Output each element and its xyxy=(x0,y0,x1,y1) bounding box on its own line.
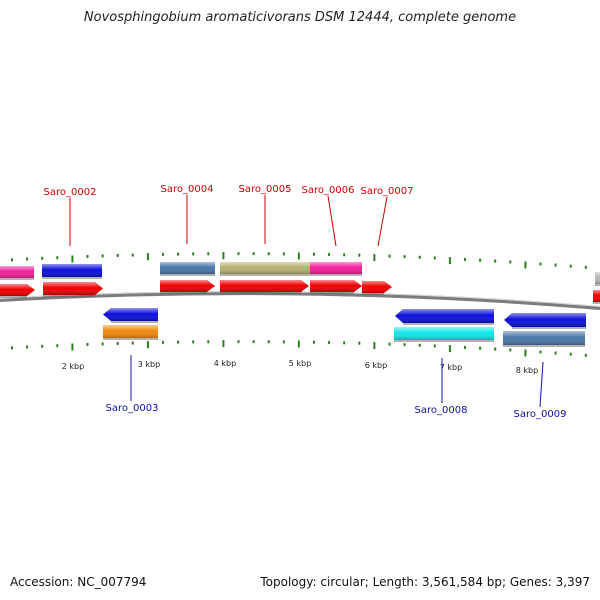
gene-arrow-shading xyxy=(362,281,392,293)
gene-arrow-shading xyxy=(395,309,494,323)
scale-label: 8 kbp xyxy=(516,366,538,375)
genome-title: Novosphingobium aromaticivorans DSM 1244… xyxy=(83,10,517,25)
scale-label: 5 kbp xyxy=(289,359,311,368)
accession-text: Accession: NC_007794 xyxy=(10,575,147,589)
gene-arrow-shading xyxy=(504,313,586,327)
feature-block-shading xyxy=(503,331,585,345)
scale-labels: 2 kbp 3 kbp 4 kbp 5 kbp 6 kbp 7 kbp 8 kb… xyxy=(62,359,538,375)
tick-row-bottom xyxy=(11,340,587,357)
feature-block-shading xyxy=(310,262,362,274)
gene-label-saro-0009[interactable]: Saro_0009 xyxy=(514,409,567,420)
gene-arrow-shading xyxy=(103,308,158,321)
feature-track xyxy=(0,262,600,347)
feature-block-shading xyxy=(42,264,102,277)
feature-block-shading xyxy=(220,262,310,274)
gene-label-saro-0002[interactable]: Saro_0002 xyxy=(44,187,97,198)
feature-block-shading xyxy=(160,262,215,274)
gene-label-saro-0005[interactable]: Saro_0005 xyxy=(239,184,292,195)
gene-label-saro-0004[interactable]: Saro_0004 xyxy=(161,184,214,195)
tick-row-top xyxy=(11,252,587,269)
feature-block-shading xyxy=(595,272,600,284)
gene-arrow-shading xyxy=(160,280,215,292)
scale-label: 2 kbp xyxy=(62,362,84,371)
gene-labels-bottom: Saro_0003 Saro_0008 Saro_0009 xyxy=(106,355,567,420)
label-leader xyxy=(539,361,544,408)
label-leader xyxy=(377,196,388,247)
scale-label: 7 kbp xyxy=(440,363,462,372)
gene-label-saro-0007[interactable]: Saro_0007 xyxy=(361,186,414,197)
scale-label: 6 kbp xyxy=(365,361,387,370)
gene-arrow-shading xyxy=(310,280,362,292)
feature-block-shading xyxy=(394,327,494,340)
gene-label-saro-0003[interactable]: Saro_0003 xyxy=(106,403,159,414)
gene-label-saro-0006[interactable]: Saro_0006 xyxy=(302,185,355,196)
gene-arrow-shading xyxy=(220,280,309,292)
gene-arrow-shading xyxy=(43,282,103,295)
feature-block-shading xyxy=(0,266,34,278)
topology-text: Topology: circular; Length: 3,561,584 bp… xyxy=(260,575,590,589)
feature-block-shading xyxy=(103,325,158,338)
gene-arrow-shading xyxy=(0,284,35,296)
gene-labels-top: Saro_0002 Saro_0004 Saro_0005 Saro_0006 … xyxy=(44,184,414,247)
scale-label: 4 kbp xyxy=(214,359,236,368)
label-leader xyxy=(327,195,337,247)
gene-label-saro-0008[interactable]: Saro_0008 xyxy=(415,405,468,416)
gene-arrow-shading xyxy=(593,290,600,302)
scale-label: 3 kbp xyxy=(138,360,160,369)
